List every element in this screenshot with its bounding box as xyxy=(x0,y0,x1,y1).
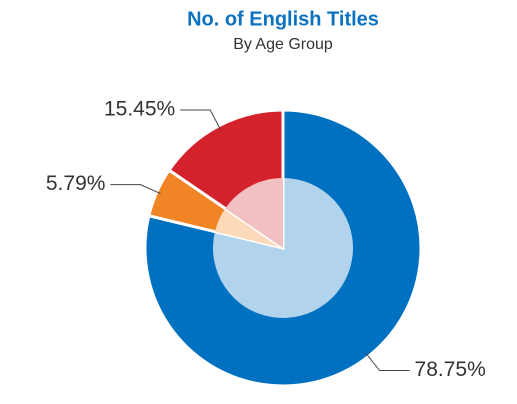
data-label: 78.75% xyxy=(415,358,486,381)
chart-subtitle: By Age Group xyxy=(233,36,333,53)
leader-line xyxy=(365,352,410,372)
chart-title: No. of English Titles xyxy=(187,8,379,30)
leader-line xyxy=(180,109,221,130)
leader-line xyxy=(110,184,161,195)
pie-slice-inner xyxy=(225,178,283,248)
data-label: 5.79% xyxy=(46,172,106,195)
data-label: 15.45% xyxy=(104,98,175,121)
